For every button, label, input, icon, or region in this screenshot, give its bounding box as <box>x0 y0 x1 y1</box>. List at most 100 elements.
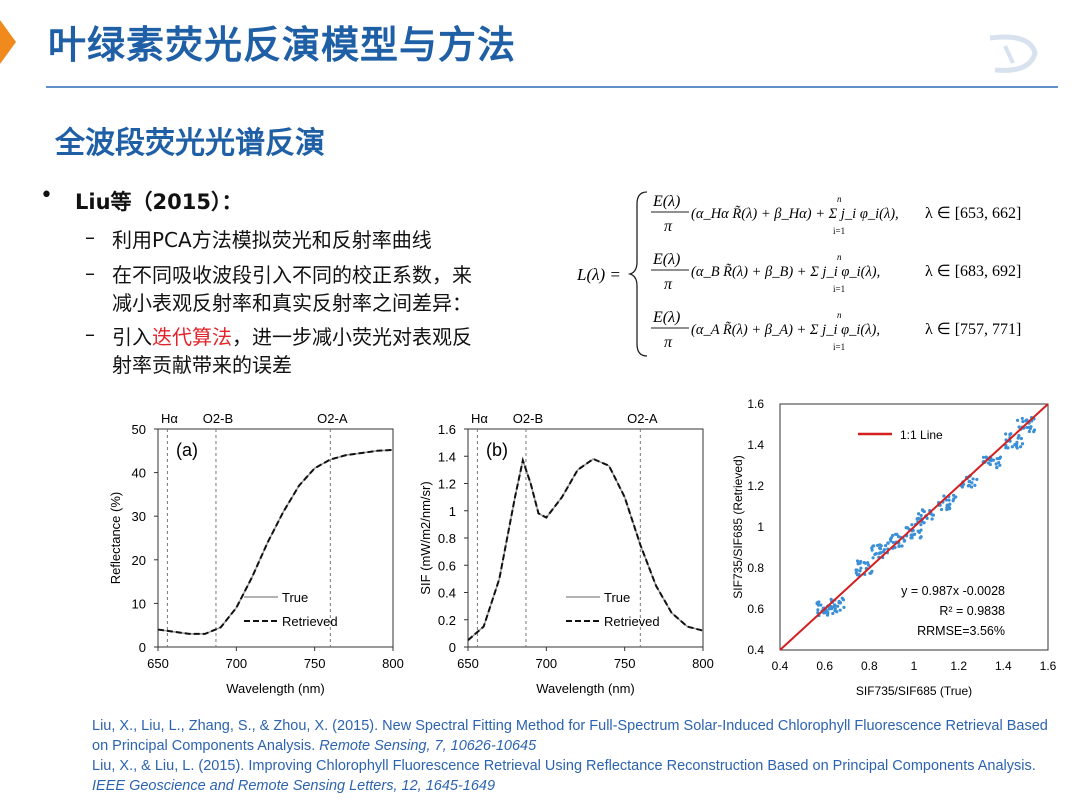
x-tick-label: 800 <box>692 656 714 671</box>
eq-frac-num: E(λ) <box>652 193 680 210</box>
equation-lhs: L(λ) = <box>576 265 621 284</box>
dash-marker: – <box>85 322 95 346</box>
scatter-point <box>948 502 952 506</box>
eq-frac-den: π <box>664 276 673 293</box>
sub-bullet-3-prefix: 引入 <box>112 325 152 349</box>
series-retrieved-line <box>157 448 394 635</box>
scatter-point <box>891 540 895 545</box>
y-tick-label: 0.4 <box>747 643 764 657</box>
scatter-point <box>952 497 956 501</box>
scatter-point <box>945 507 949 512</box>
reference-1-journal: Remote Sensing, 7, 10626-10645 <box>319 738 537 754</box>
y-tick-label: 1.4 <box>747 438 764 452</box>
legend-true-label: True <box>282 590 308 605</box>
scatter-point <box>920 508 925 512</box>
scatter-point <box>917 530 922 534</box>
title-divider <box>46 86 1058 88</box>
y-tick-label: 1.2 <box>747 479 764 493</box>
scatter-point <box>1020 416 1024 421</box>
y-tick-label: 1 <box>449 504 456 519</box>
scatter-point <box>925 516 929 521</box>
scatter-point <box>1017 434 1021 438</box>
scatter-point <box>973 483 977 488</box>
bullet-dot: • <box>40 183 53 208</box>
scatter-point <box>891 533 895 538</box>
band-label: Hα <box>161 411 178 426</box>
dash-marker: – <box>85 225 95 249</box>
scatter-point <box>998 463 1002 467</box>
scatter-point <box>947 507 952 511</box>
scatter-point <box>829 604 833 609</box>
scatter-point <box>913 532 917 536</box>
chart-scatter: 0.4 0.6 0.8 1 1.2 1.4 1.6 0.4 0.6 0.8 1 1.2 1.4 1.6 SI… <box>731 397 1057 698</box>
eq-sum-bottom: i=1 <box>833 226 845 236</box>
x-tick-label: 1 <box>911 659 918 673</box>
scatter-point <box>910 523 914 527</box>
scatter-point <box>930 517 934 521</box>
scatter-point <box>1009 432 1013 436</box>
scatter-point <box>919 513 923 518</box>
y-tick-label: 1.6 <box>747 397 764 411</box>
y-tick-label: 1 <box>757 520 764 534</box>
scatter-point <box>855 559 860 563</box>
eq-frac-num: E(λ) <box>652 251 680 268</box>
scatter-point <box>975 477 979 482</box>
scatter-point <box>836 604 840 608</box>
scatter-point <box>889 536 893 540</box>
scatter-point <box>858 569 862 573</box>
eq-sum-bottom: i=1 <box>833 284 845 294</box>
scatter-point <box>1027 429 1031 434</box>
scatter-point <box>835 610 839 614</box>
panel-label: (b) <box>486 440 508 460</box>
scatter-point <box>1019 436 1023 441</box>
legend-true-label: True <box>604 590 630 605</box>
y-tick-label: 0.6 <box>438 558 456 573</box>
panel-label: (a) <box>176 440 198 460</box>
scatter-point <box>1021 419 1025 424</box>
x-axis-label: SIF735/SIF685 (True) <box>856 684 972 698</box>
scatter-point <box>967 480 971 484</box>
eq-range: λ ∈ [757, 771] <box>925 321 1021 338</box>
fit-annotation: y = 0.987x -0.0028 <box>901 584 1005 598</box>
scatter-point <box>919 528 923 532</box>
y-tick-label: 0.4 <box>438 586 456 601</box>
scatter-point <box>842 605 846 610</box>
reference-1-text: Liu, X., Liu, L., Zhang, S., & Zhou, X. … <box>92 718 1048 754</box>
sub-bullet-3-suffix: ，进一步减小荧光对表观反 <box>232 325 472 349</box>
scatter-point <box>1016 436 1020 440</box>
scatter-point <box>1025 418 1029 422</box>
scatter-point <box>919 523 923 527</box>
scatter-point <box>816 608 820 612</box>
y-axis-label: SIF (mW/m2/nm/sr) <box>418 481 433 594</box>
reference-2: Liu, X., & Liu, L. (2015). Improving Chl… <box>92 756 1067 796</box>
scatter-point <box>873 552 877 557</box>
x-tick-label: 0.8 <box>861 659 878 673</box>
scatter-point <box>815 601 819 605</box>
y-tick-label: 0.8 <box>438 531 456 546</box>
scatter-point <box>870 548 874 552</box>
equation-brace <box>627 191 648 357</box>
scatter-point <box>1015 418 1020 422</box>
x-tick-label: 800 <box>382 656 404 671</box>
x-tick-label: 650 <box>457 656 479 671</box>
highlight-iterative-algorithm: 迭代算法 <box>152 325 232 349</box>
y-tick-label: 0.6 <box>747 602 764 616</box>
band-label: O2-A <box>317 411 348 426</box>
scatter-point <box>942 494 946 498</box>
band-label: O2-B <box>203 411 233 426</box>
x-tick-label: 0.6 <box>816 659 833 673</box>
scatter-point <box>838 608 842 612</box>
eq-frac-den: π <box>664 334 673 351</box>
y-axis-label: SIF735/SIF685 (Retrieved) <box>731 455 745 598</box>
eq-frac-num: E(λ) <box>652 309 680 326</box>
series-true-line <box>157 449 394 635</box>
scatter-point <box>984 455 988 459</box>
scatter-point <box>947 498 951 502</box>
scatter-point <box>879 551 883 555</box>
x-tick-label: 750 <box>614 656 636 671</box>
scatter-point <box>878 547 883 551</box>
scatter-point <box>969 485 974 489</box>
sub-bullet-3-line-2: 射率贡献带来的误差 <box>112 353 292 377</box>
scatter-point <box>1004 446 1008 450</box>
scatter-point <box>868 571 872 575</box>
